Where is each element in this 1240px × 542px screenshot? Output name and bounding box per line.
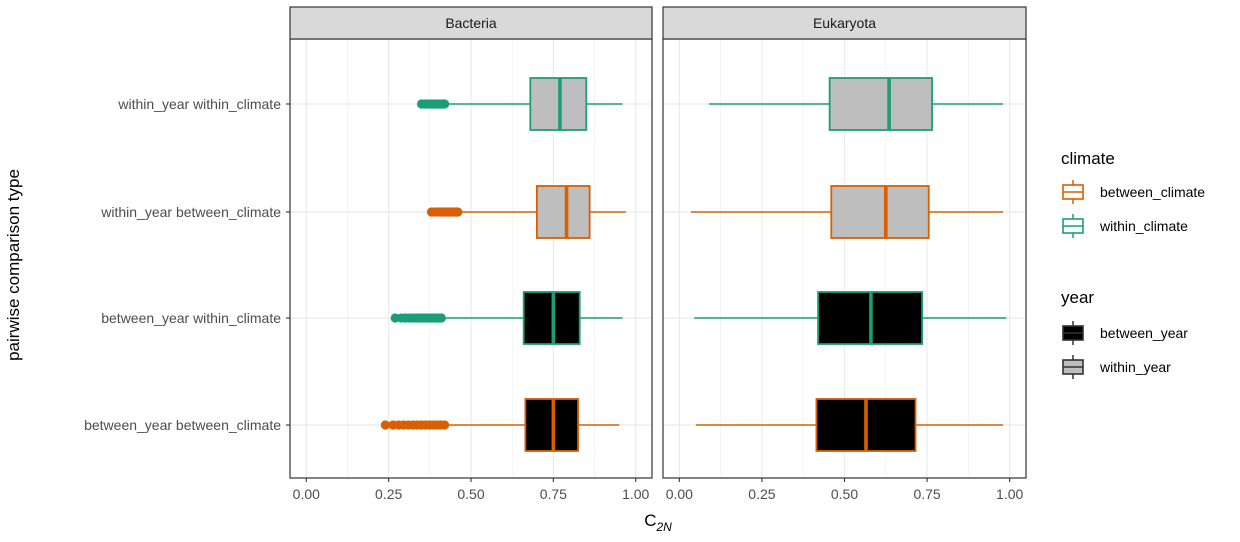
facet-label-bacteria: Bacteria bbox=[445, 15, 497, 31]
x-axis-title-subscript: 2N bbox=[655, 520, 672, 534]
box-eukaryota-row-1 bbox=[828, 77, 933, 131]
legend-title-climate: climate bbox=[1061, 149, 1115, 168]
x-axis-title: C2N bbox=[644, 511, 672, 534]
legend-title-year: year bbox=[1061, 288, 1094, 307]
outlier-point-bacteria-row-4 bbox=[440, 420, 450, 430]
y-axis-title: pairwise comparison type bbox=[4, 169, 23, 361]
outlier-point-bacteria-row-3 bbox=[436, 313, 446, 323]
legend-label-within-year: within_year bbox=[1099, 359, 1171, 375]
box-bacteria-row-2 bbox=[535, 185, 591, 239]
x-tick-label: 1.00 bbox=[996, 486, 1023, 502]
outlier-point-bacteria-row-2 bbox=[453, 207, 463, 217]
y-tick-label: within_year within_climate bbox=[117, 96, 281, 112]
x-tick-label: 0.25 bbox=[375, 486, 402, 502]
x-tick-label: 0.00 bbox=[293, 486, 320, 502]
y-tick-label: between_year within_climate bbox=[101, 310, 281, 326]
legend-label-within-climate: within_climate bbox=[1099, 218, 1188, 234]
box-eukaryota-row-2 bbox=[830, 185, 930, 239]
x-tick-label: 1.00 bbox=[622, 486, 649, 502]
facet-strip-bacteria bbox=[289, 6, 653, 40]
x-tick-label: 0.50 bbox=[831, 486, 858, 502]
y-tick-label: between_year between_climate bbox=[84, 417, 281, 433]
facet-strip-eukaryota bbox=[662, 6, 1027, 40]
x-tick-label: 0.75 bbox=[540, 486, 567, 502]
facet-label-eukaryota: Eukaryota bbox=[813, 15, 876, 31]
x-tick-label: 0.50 bbox=[457, 486, 484, 502]
legend-label-between-year: between_year bbox=[1100, 325, 1188, 341]
outlier-point-bacteria-row-4 bbox=[380, 420, 390, 430]
x-tick-label: 0.00 bbox=[666, 486, 693, 502]
y-tick-label: within_year between_climate bbox=[100, 204, 281, 220]
x-tick-label: 0.75 bbox=[913, 486, 940, 502]
x-tick-label: 0.25 bbox=[748, 486, 775, 502]
x-axis-title-main: C bbox=[644, 511, 656, 530]
outlier-point-bacteria-row-1 bbox=[440, 99, 450, 109]
legend-label-between-climate: between_climate bbox=[1100, 184, 1205, 200]
